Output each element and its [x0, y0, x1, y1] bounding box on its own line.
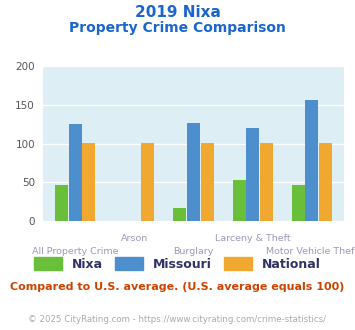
- Bar: [319, 143, 332, 221]
- Bar: [246, 128, 259, 221]
- Bar: [55, 185, 68, 221]
- Text: Burglary: Burglary: [173, 248, 214, 256]
- Text: Property Crime Comparison: Property Crime Comparison: [69, 21, 286, 35]
- Bar: [233, 180, 246, 221]
- Bar: [69, 124, 82, 221]
- Text: Motor Vehicle Theft: Motor Vehicle Theft: [266, 248, 355, 256]
- Bar: [173, 208, 186, 221]
- Bar: [260, 143, 273, 221]
- Bar: [187, 123, 200, 221]
- Text: Arson: Arson: [121, 234, 148, 243]
- Bar: [82, 143, 95, 221]
- Text: Larceny & Theft: Larceny & Theft: [215, 234, 290, 243]
- Text: 2019 Nixa: 2019 Nixa: [135, 5, 220, 20]
- Bar: [201, 143, 214, 221]
- Text: © 2025 CityRating.com - https://www.cityrating.com/crime-statistics/: © 2025 CityRating.com - https://www.city…: [28, 315, 327, 324]
- Text: All Property Crime: All Property Crime: [32, 248, 118, 256]
- Text: Compared to U.S. average. (U.S. average equals 100): Compared to U.S. average. (U.S. average …: [10, 282, 345, 292]
- Bar: [305, 100, 318, 221]
- Bar: [292, 185, 305, 221]
- Bar: [141, 143, 154, 221]
- Legend: Nixa, Missouri, National: Nixa, Missouri, National: [29, 252, 326, 276]
